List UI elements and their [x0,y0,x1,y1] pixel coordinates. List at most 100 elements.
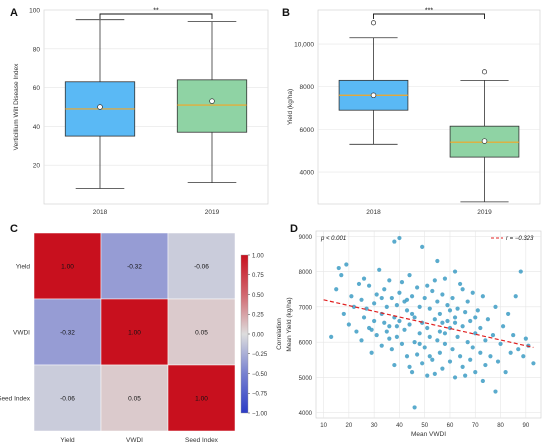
d-scatter-point [397,290,402,295]
d-x-tick-label: 90 [522,423,529,429]
d-scatter-point [506,311,511,317]
heatmap-cell-value: 0.05 [128,396,141,403]
b-significance-label: *** [425,8,433,15]
d-scatter-point [409,370,415,375]
d-scatter-point [531,361,536,366]
heatmap-cell-value: 1.00 [128,330,141,337]
d-scatter-point [384,329,389,334]
heatmap-col-label: Seed Index [185,437,219,444]
colorbar-tick-label: −0.50 [252,372,268,378]
d-scatter-point [359,297,364,302]
d-scatter-point [349,294,354,299]
d-scatter-point [485,317,491,322]
d-scatter-point [490,332,496,338]
d-scatter-point [440,292,445,297]
d-scatter-point [402,327,407,332]
d-scatter-point [455,306,460,311]
d-x-axis-label: Mean VWDI [411,431,446,438]
d-scatter-point [377,267,382,272]
d-scatter-point [440,320,445,325]
d-scatter-point [341,311,346,317]
d-scatter-point [392,239,397,244]
d-scatter-point [427,354,432,359]
d-scatter-point [442,276,448,281]
b-mean-marker [481,138,488,144]
d-y-tick-label: 9000 [299,235,313,241]
d-scatter-point [483,338,488,343]
d-scatter-point [447,308,453,313]
d-scatter-point [412,405,417,410]
d-scatter-point [437,311,442,317]
heatmap-cell-value: 0.05 [195,330,208,337]
d-scatter-point [432,278,437,283]
colorbar-tick-label: 1.00 [252,253,264,259]
b-y-tick-label: 6000 [300,127,315,134]
d-scatter-point [470,345,475,350]
d-scatter-point [463,373,468,378]
d-scatter-point [374,292,379,297]
d-x-tick-label: 50 [421,423,428,429]
heatmap-cell-value: -0.06 [60,396,75,403]
d-scatter-point [445,318,450,324]
b-y-tick-label: 4000 [300,170,315,177]
d-scatter-point [432,317,437,322]
heatmap-col-label: VWDI [126,437,143,444]
d-scatter-point [460,287,465,292]
d-scatter-point [404,308,410,313]
d-scatter-point [394,302,399,308]
b-outlier [481,69,488,75]
a-y-tick-label: 80 [33,46,41,53]
b-y-axis-label: Yield (kg/ha) [287,89,294,125]
d-scatter-point [455,334,460,339]
heatmap-cell-value: -0.32 [60,330,75,337]
d-scatter-point [473,315,478,320]
d-y-tick-label: 5000 [299,376,313,382]
d-scatter-point [399,280,405,285]
d-scatter-point [460,364,465,369]
heatmap-cell [100,298,169,366]
b-outlier [370,20,377,26]
d-scatter-point [404,354,410,359]
d-scatter-point [465,299,470,304]
d-scatter-point [356,281,362,287]
panel-label-b: B [282,7,290,19]
d-scatter-point [336,265,341,271]
d-scatter-point [447,325,453,331]
d-x-tick-label: 60 [447,423,454,429]
b-x-tick-label: 2018 [366,209,381,216]
d-scatter-point [417,341,422,347]
d-scatter-point [397,318,402,324]
colorbar-tick-label: 0.00 [252,332,264,338]
b-y-tick-label: 10,000 [294,42,314,49]
d-scatter-point [417,304,422,309]
d-x-tick-label: 10 [320,423,327,429]
d-scatter-point [493,389,498,394]
d-x-tick-label: 70 [472,423,479,429]
d-scatter-point [452,320,458,325]
d-scatter-point [473,370,478,375]
d-scatter-point [521,354,526,359]
panel-a-boxplot: 20 40 60 80 100 2018 2019 ** Verticillium Wilt D… [13,8,269,216]
d-scatter-point [440,366,445,371]
d-scatter-point [465,340,470,345]
d-y-tick-label: 7000 [299,305,313,311]
a-significance-label: ** [153,8,159,15]
d-scatter-point [495,359,501,364]
colorbar-label: Correlation [276,318,283,350]
d-scatter-point [458,354,463,359]
d-scatter-point [399,341,405,347]
a-mean-marker [97,104,103,110]
heatmap-cell-value: -0.32 [127,264,142,271]
d-scatter-point [452,269,458,274]
d-y-axis-label: Mean Yield (kg/ha) [286,297,293,351]
d-scatter-point [518,269,523,274]
a-box-2019 [176,79,248,133]
d-scatter-point [468,357,473,362]
d-scatter-point [372,318,377,324]
d-p-value: p < 0.001 [320,236,346,242]
d-scatter-point [407,273,412,278]
heatmap-row-label: Yield [16,264,31,271]
a-y-tick-label: 20 [33,163,41,170]
b-y-tick-label: 8000 [300,84,315,91]
d-scatter-point [470,290,475,295]
